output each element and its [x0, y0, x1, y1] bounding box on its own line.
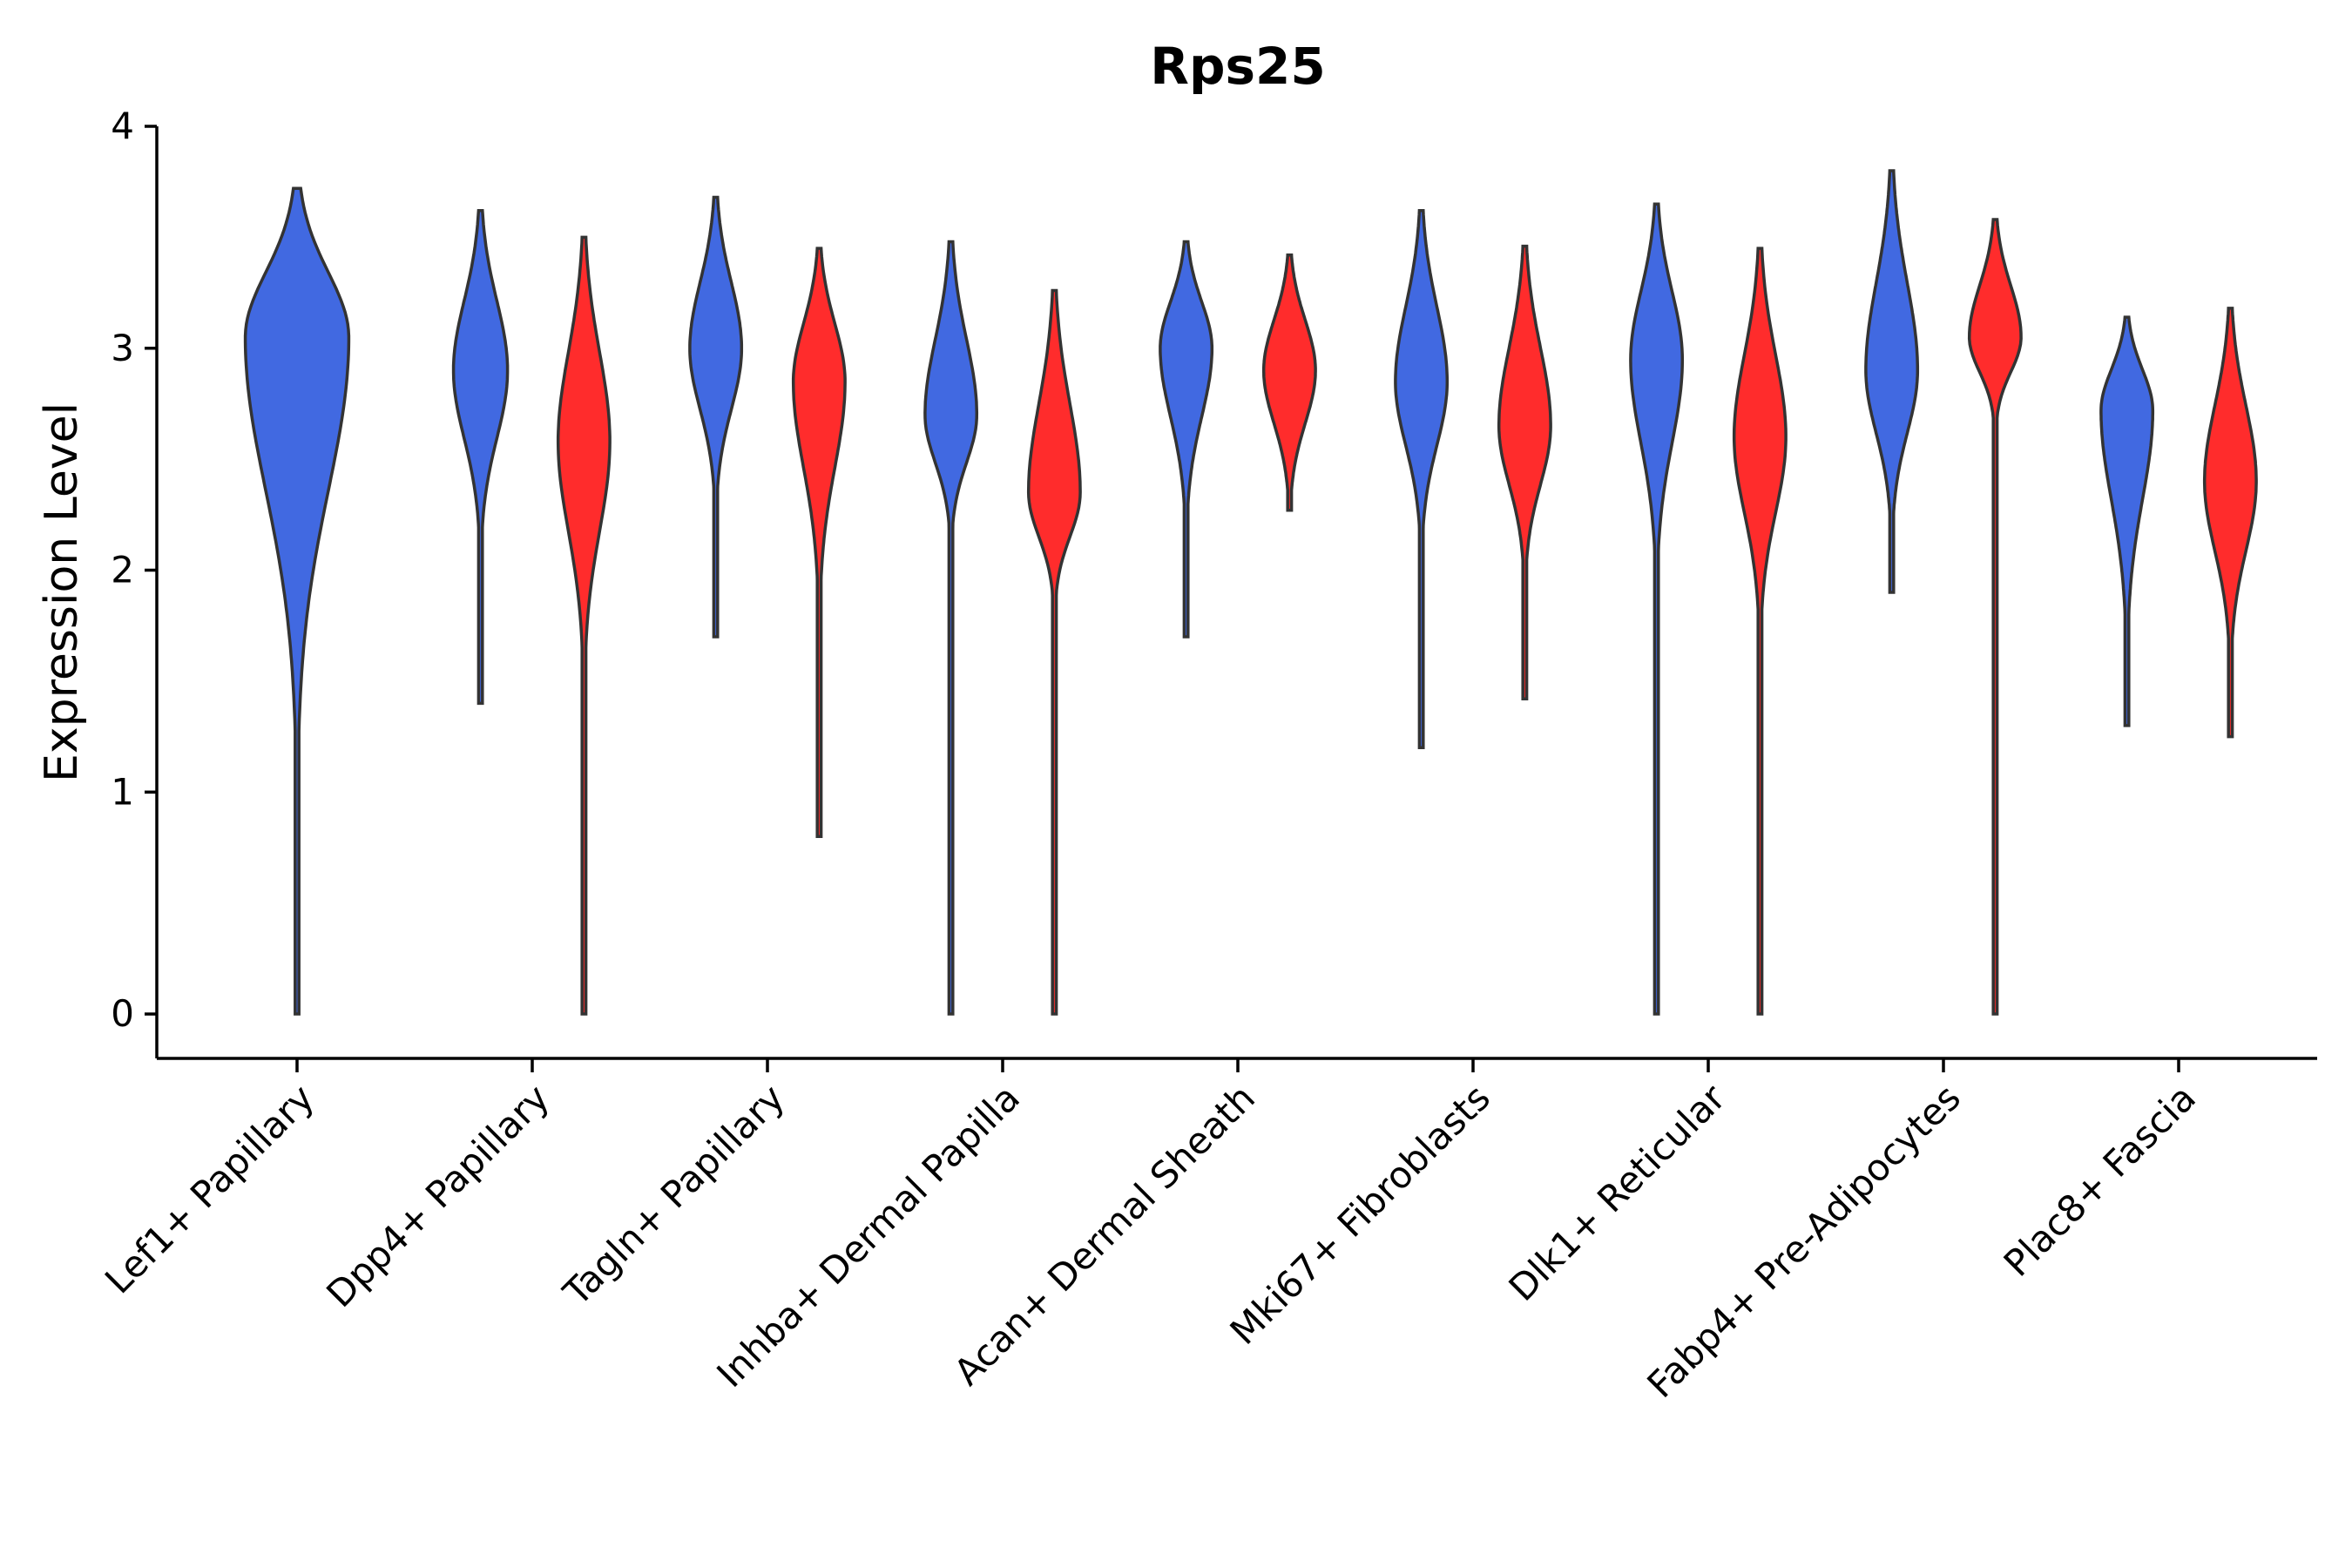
violin-blue-4	[1159, 240, 1214, 639]
violin-red-1	[556, 235, 612, 1016]
violin-blue-7	[1864, 169, 1920, 594]
violin-red-6	[1732, 247, 1788, 1016]
chart-title: Rps25	[1150, 37, 1325, 96]
violin-red-5	[1497, 244, 1552, 701]
x-tick-label: Tagln+ Papillary	[555, 1076, 793, 1314]
violin-red-4	[1261, 253, 1317, 512]
x-tick-label: Dlk1+ Reticular	[1501, 1076, 1734, 1309]
x-tick-label: Lef1+ Papillary	[97, 1076, 322, 1301]
violin-blue-8	[2099, 315, 2155, 727]
violin-blue-0	[243, 186, 351, 1016]
violin-red-3	[1026, 288, 1082, 1016]
x-tick-label: Dpp4+ Papillary	[318, 1076, 558, 1315]
y-tick-label: 3	[111, 327, 134, 369]
violin-red-7	[1967, 218, 2023, 1016]
violins-layer	[243, 169, 2258, 1016]
violin-blue-6	[1629, 202, 1685, 1016]
y-tick-label: 1	[111, 770, 134, 813]
violin-blue-5	[1394, 209, 1450, 750]
violin-red-2	[791, 247, 847, 838]
x-tick-label: Plac8+ Fascia	[1996, 1076, 2204, 1284]
violin-blue-2	[688, 195, 744, 639]
violin-red-8	[2202, 307, 2258, 739]
y-tick-label: 4	[111, 105, 134, 147]
violin-blue-3	[923, 240, 979, 1016]
y-tick-label: 2	[111, 549, 134, 591]
violin-blue-1	[451, 209, 510, 706]
x-tick-label: Mki67+ Fibroblasts	[1222, 1076, 1498, 1352]
y-axis-label: Expression Level	[36, 402, 88, 782]
y-tick-label: 0	[111, 992, 134, 1035]
